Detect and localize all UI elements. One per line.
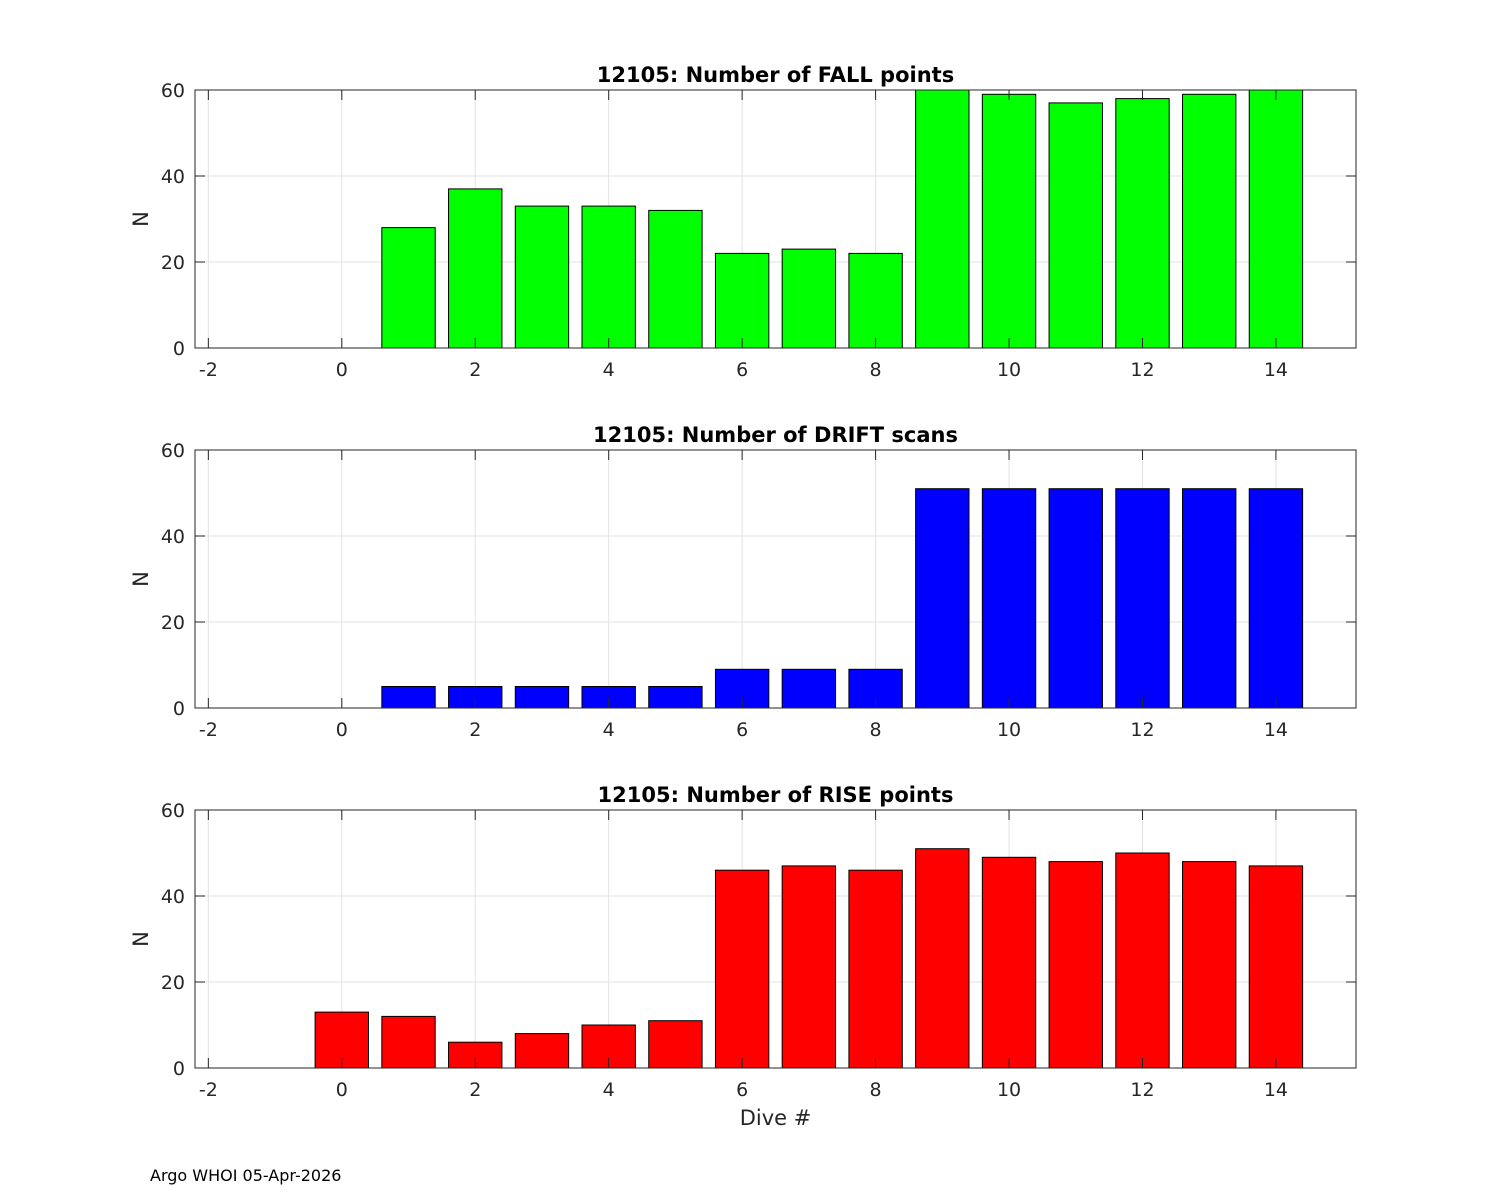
bar: [381, 686, 436, 709]
bar: [1048, 488, 1103, 709]
y-tick-label: 40: [161, 886, 185, 908]
y-tick-label: 0: [173, 1058, 185, 1080]
bar: [1115, 98, 1170, 349]
bar: [781, 248, 837, 349]
x-tick-label: 4: [603, 359, 615, 381]
bar: [381, 1015, 436, 1069]
x-tick-label: 2: [469, 359, 481, 381]
bar: [915, 848, 970, 1069]
x-tick-label: -2: [199, 1079, 218, 1101]
x-tick-label: 8: [870, 359, 882, 381]
bar: [1182, 93, 1237, 349]
bar: [514, 1033, 570, 1069]
bar: [915, 488, 970, 709]
plot-area: [195, 450, 1356, 708]
bar: [514, 686, 570, 709]
y-tick-label: 60: [161, 440, 185, 462]
chart-title: 12105: Number of RISE points: [598, 783, 954, 807]
y-tick-label: 0: [173, 698, 185, 720]
y-tick-label: 0: [173, 338, 185, 360]
x-tick-label: 10: [997, 1079, 1021, 1101]
x-tick-label: 2: [469, 719, 481, 741]
y-tick-label: 60: [161, 80, 185, 102]
chart-panel-3: -2 0 2 4 6 8 10 12 14 0 20 40 60 12105: Number of RIS…: [129, 783, 1357, 1130]
x-tick-label: 10: [997, 719, 1021, 741]
x-tick-label: -2: [199, 359, 218, 381]
y-tick-label: 20: [161, 972, 185, 994]
bar: [1182, 861, 1237, 1069]
bar: [781, 668, 837, 709]
bar: [648, 1020, 703, 1069]
x-tick-label: 14: [1264, 359, 1288, 381]
footer-credit: Argo WHOI 05-Apr-2026: [150, 1166, 342, 1185]
bar: [981, 93, 1037, 349]
x-tick-label: 6: [736, 1079, 748, 1101]
x-axis-label: Dive #: [740, 1106, 812, 1130]
bar: [581, 205, 636, 349]
bar: [514, 205, 570, 349]
x-tick-label: 0: [336, 1079, 348, 1101]
bar: [648, 209, 703, 349]
axes-box: [194, 89, 1357, 349]
bar: [848, 869, 903, 1069]
x-tick-label: 8: [870, 1079, 882, 1101]
x-tick-label: 14: [1264, 719, 1288, 741]
x-tick-label: 6: [736, 359, 748, 381]
x-tick-label: 6: [736, 719, 748, 741]
bar: [915, 89, 970, 349]
bar: [1248, 488, 1304, 709]
x-tick-label: 10: [997, 359, 1021, 381]
bar: [781, 865, 837, 1069]
plot-area: [195, 90, 1356, 348]
bar: [448, 188, 503, 349]
chart-title: 12105: Number of FALL points: [597, 63, 954, 87]
x-tick-label: 4: [603, 719, 615, 741]
chart-panel-2: -2 0 2 4 6 8 10 12 14 0 20 40 60 12105: Number of DRI…: [129, 423, 1357, 741]
bar: [848, 252, 903, 349]
bar: [1048, 102, 1103, 349]
bar: [1115, 852, 1170, 1069]
x-tick-label: 4: [603, 1079, 615, 1101]
x-tick-label: 2: [469, 1079, 481, 1101]
x-tick-label: 12: [1130, 359, 1154, 381]
x-tick-label: 0: [336, 719, 348, 741]
y-tick-label: 60: [161, 800, 185, 822]
bar: [381, 227, 436, 349]
x-tick-label: 0: [336, 359, 348, 381]
y-tick-label: 20: [161, 252, 185, 274]
bar: [981, 488, 1037, 709]
bar: [714, 252, 770, 349]
y-tick-label: 40: [161, 166, 185, 188]
x-tick-label: 12: [1130, 1079, 1154, 1101]
bar: [1048, 861, 1103, 1069]
x-tick-label: 12: [1130, 719, 1154, 741]
x-tick-label: -2: [199, 719, 218, 741]
x-tick-label: 14: [1264, 1079, 1288, 1101]
axes-box: [194, 809, 1357, 1069]
bar: [981, 856, 1037, 1069]
y-axis-label: N: [129, 211, 153, 227]
bar: [648, 686, 703, 709]
y-axis-label: N: [129, 931, 153, 947]
x-tick-label: 8: [870, 719, 882, 741]
plot-area: [195, 810, 1356, 1068]
y-axis-label: N: [129, 571, 153, 587]
chart-panel-1: -2 0 2 4 6 8 10 12 14 0 20 40 60 12105: Number of FAL…: [129, 63, 1357, 381]
bar: [714, 869, 770, 1069]
axes-box: [194, 449, 1357, 709]
bar: [1248, 89, 1304, 349]
bar: [1182, 488, 1237, 709]
chart-title: 12105: Number of DRIFT scans: [593, 423, 958, 447]
y-tick-label: 20: [161, 612, 185, 634]
bar: [1115, 488, 1170, 709]
y-tick-label: 40: [161, 526, 185, 548]
bar: [1248, 865, 1304, 1069]
